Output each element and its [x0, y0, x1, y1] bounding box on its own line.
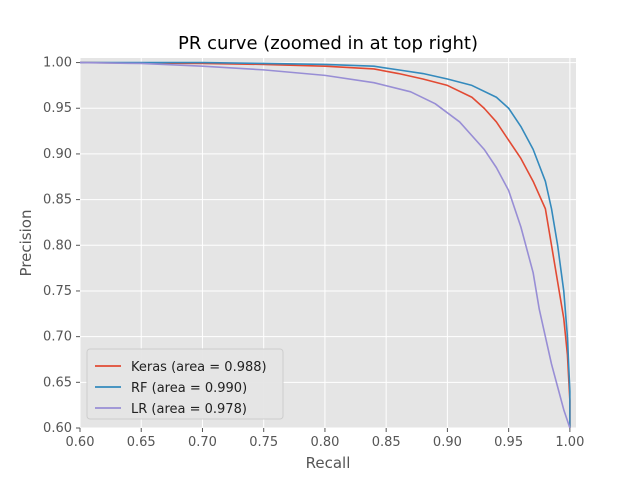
x-axis-label: Recall — [306, 454, 351, 472]
y-tick-label: 0.60 — [43, 421, 72, 436]
legend-entry-keras: Keras (area = 0.988) — [131, 360, 267, 375]
y-tick-label: 0.65 — [43, 375, 72, 390]
chart-title: PR curve (zoomed in at top right) — [178, 33, 478, 54]
x-tick-label: 0.80 — [310, 435, 339, 450]
x-tick-label: 0.75 — [249, 435, 278, 450]
x-tick-label: 0.65 — [127, 435, 156, 450]
x-tick-label: 0.60 — [66, 435, 95, 450]
x-axis-ticks: 0.60 0.65 0.70 0.75 0.80 0.85 0.90 0.95 1.00 — [66, 428, 584, 450]
y-tick-label: 0.80 — [43, 238, 72, 253]
x-tick-label: 0.70 — [188, 435, 217, 450]
y-axis-label: Precision — [17, 210, 35, 277]
legend-box — [86, 348, 284, 420]
y-axis-ticks: 0.60 0.65 0.70 0.75 0.80 0.85 0.90 0.95 1.00 — [43, 56, 80, 436]
grid-lines — [79, 58, 576, 429]
series-line-lr — [79, 61, 571, 429]
x-tick-label: 1.00 — [555, 435, 584, 450]
series-line-rf — [80, 61, 571, 428]
series-group — [79, 61, 571, 429]
x-tick-label: 0.90 — [433, 435, 462, 450]
y-tick-label: 1.00 — [43, 56, 72, 71]
y-tick-label: 0.95 — [43, 101, 72, 116]
x-tick-label: 0.85 — [372, 435, 401, 450]
y-tick-label: 0.90 — [43, 147, 72, 162]
legend-entry-lr: LR (area = 0.978) — [131, 402, 247, 417]
y-tick-label: 0.70 — [43, 330, 72, 345]
y-tick-label: 0.75 — [43, 284, 72, 299]
series-line-keras — [79, 61, 571, 428]
legend-entry-rf: RF (area = 0.990) — [131, 381, 247, 396]
y-tick-label: 0.85 — [43, 193, 72, 208]
legend: Keras (area = 0.988) RF (area = 0.990) LR … — [86, 348, 284, 420]
x-tick-label: 0.95 — [494, 435, 523, 450]
